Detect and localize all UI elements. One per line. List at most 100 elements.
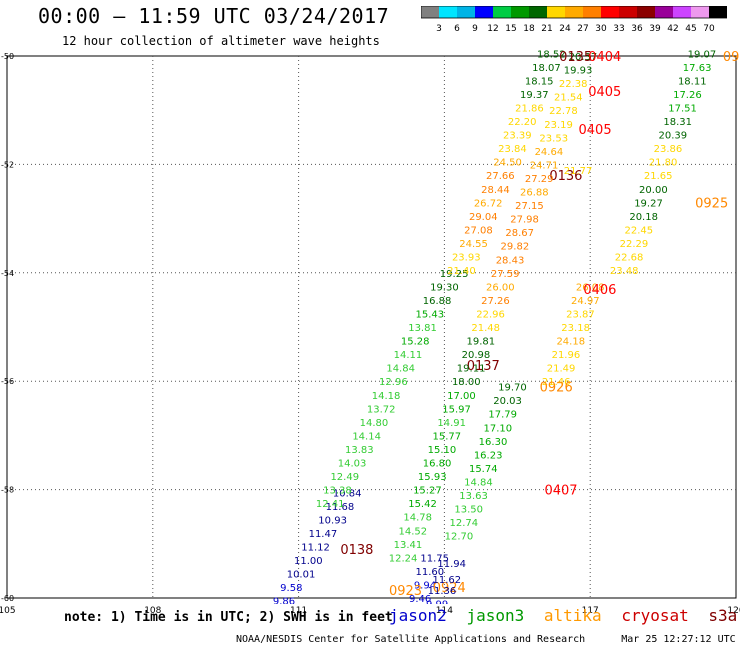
wave-height-value: 26.88	[520, 188, 549, 199]
wave-height-value: 10.93	[318, 515, 347, 526]
pass-time-label: 0135	[559, 50, 592, 65]
wave-height-value: 11.60	[415, 567, 444, 578]
scale-swatch	[421, 6, 439, 18]
lon-tick-label: 108	[144, 606, 161, 616]
wave-height-value: 23.87	[566, 309, 595, 320]
scale-swatch	[493, 6, 511, 18]
wave-height-value: 11.62	[433, 575, 462, 586]
lat-tick-label: -56	[1, 377, 14, 386]
wave-height-value: 24.64	[535, 147, 564, 158]
wave-height-value: 27.15	[515, 201, 544, 212]
scale-swatch	[547, 6, 565, 18]
wave-height-value: 13.72	[367, 404, 396, 415]
wave-height-value: 15.42	[408, 499, 437, 510]
pass-time-label: 0405	[579, 123, 612, 138]
lat-tick-label: -52	[1, 160, 14, 169]
scale-label: 6	[454, 24, 460, 34]
wave-height-value: 29.04	[469, 212, 498, 223]
wave-height-value: 28.67	[505, 228, 534, 239]
scale-label: 70	[703, 24, 715, 34]
wave-height-value: 18.31	[663, 117, 692, 128]
scale-label: 9	[472, 24, 478, 34]
wave-height-value: 14.52	[398, 526, 427, 537]
note-text: note: 1) Time is in UTC; 2) SWH is in fe…	[64, 610, 393, 625]
wave-height-value: 20.37	[569, 52, 598, 63]
wave-height-value: 22.96	[476, 309, 505, 320]
wave-height-value: 11.36	[428, 586, 457, 597]
scale-swatch	[529, 6, 547, 18]
lat-tick-label: -54	[1, 269, 14, 278]
wave-height-value: 23.86	[654, 144, 683, 155]
wave-height-value: 22.45	[624, 225, 653, 236]
wave-height-value: 9.86	[273, 597, 295, 608]
wave-height-value: 18.11	[678, 76, 707, 87]
wave-height-value: 11.47	[309, 529, 338, 540]
color-scale-legend: 3 6 9 12 15 18 21 24 27 30 33 36 39 42 45 70	[421, 6, 727, 34]
wave-height-value: 19.11	[457, 364, 486, 375]
scale-swatch	[637, 6, 655, 18]
wave-height-value: 20.18	[629, 212, 658, 223]
wave-height-value: 18.52	[537, 49, 566, 60]
wave-height-value: 14.91	[437, 418, 466, 429]
wave-height-value: 24.55	[459, 239, 488, 250]
wave-height-value: 19.30	[430, 282, 459, 293]
wave-height-value: 9.46	[409, 594, 431, 605]
footer-credit: NOAA/NESDIS Center for Satellite Applica…	[236, 634, 586, 645]
wave-height-value: 22.78	[549, 106, 578, 117]
wave-height-value: 23.18	[561, 323, 590, 334]
wave-height-value: 11.68	[326, 502, 355, 513]
wave-height-value: 14.03	[338, 459, 367, 470]
wave-height-value: 21.49	[547, 364, 576, 375]
scale-label: 15	[505, 24, 516, 34]
scale-swatch	[475, 6, 493, 18]
wave-height-value: 24.18	[556, 337, 585, 348]
scale-swatch	[457, 6, 475, 18]
pass-time-label: 0138	[340, 543, 373, 558]
satellite-legend-jason3: jason3	[466, 606, 525, 625]
wave-height-value: 11.75	[420, 553, 449, 564]
lon-tick-label: 114	[436, 606, 453, 616]
wave-height-value: 14.18	[372, 391, 401, 402]
scale-swatch	[619, 6, 637, 18]
pass-time-label: 0926	[540, 381, 573, 396]
wave-height-value: 16.30	[479, 437, 508, 448]
wave-height-value: 18.00	[452, 377, 481, 388]
wave-height-value: 20.03	[493, 396, 522, 407]
wave-height-value: 10.84	[333, 488, 362, 499]
scale-swatch	[673, 6, 691, 18]
wave-height-value: 23.53	[539, 133, 568, 144]
scale-label: 36	[631, 24, 643, 34]
wave-height-value: 9.58	[280, 583, 302, 594]
lat-tick-label: -50	[1, 52, 14, 61]
wave-height-value: 24.97	[571, 296, 600, 307]
wave-height-value: 16.88	[423, 296, 452, 307]
wave-height-value: 21.65	[644, 171, 673, 182]
satellite-legend-jason2: jason2	[389, 606, 447, 625]
wave-height-value: 18.15	[525, 76, 554, 87]
lat-tick-label: -60	[1, 594, 14, 603]
wave-height-value: 20.39	[658, 131, 687, 142]
wave-height-value: 24.50	[493, 158, 522, 169]
scale-label: 24	[559, 24, 571, 34]
wave-height-value: 17.00	[447, 391, 476, 402]
scale-label: 18	[523, 24, 535, 34]
wave-height-value: 14.78	[403, 513, 432, 524]
lon-tick-label: 120	[727, 606, 740, 616]
wave-height-value: 28.44	[481, 185, 510, 196]
wave-height-value: 21.80	[649, 158, 678, 169]
wave-height-value: 23.19	[544, 120, 573, 131]
wave-height-value: 22.20	[508, 117, 537, 128]
wave-height-value: 19.37	[520, 90, 549, 101]
scale-swatch	[655, 6, 673, 18]
wave-height-value: 16.80	[423, 459, 452, 470]
wave-height-value: 18.07	[532, 63, 561, 74]
wave-height-value: 29.82	[501, 242, 530, 253]
pass-time-label: 0923	[389, 584, 422, 599]
wave-height-value: 15.10	[428, 445, 457, 456]
wave-height-value: 12.74	[450, 518, 479, 529]
wave-height-value: 21.54	[554, 93, 583, 104]
wave-height-value: 12.49	[330, 472, 359, 483]
pass-time-label: 09	[723, 50, 740, 65]
scale-label: 21	[541, 24, 552, 34]
